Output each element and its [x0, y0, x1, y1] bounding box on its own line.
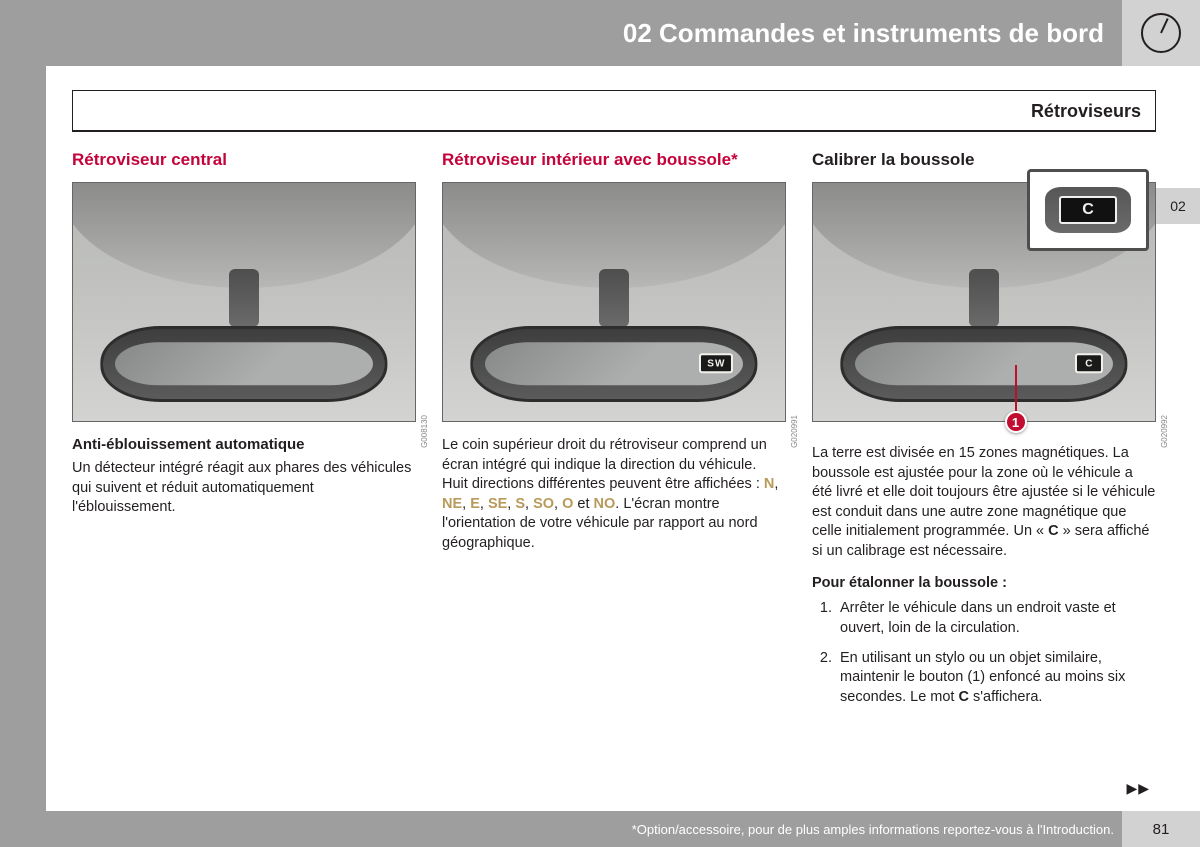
callout-screen: C — [1059, 196, 1117, 224]
callout-mirror-closeup: C — [1045, 187, 1131, 233]
col2-body: Le coin supérieur droit du rétroviseur c… — [442, 436, 786, 553]
mirror-body: C — [840, 326, 1127, 402]
column-2: Rétroviseur intérieur avec boussole* SW … — [442, 150, 786, 717]
content-area: Rétroviseurs Rétroviseur central G008130 — [72, 90, 1156, 717]
col3-subheading: Pour étalonner la boussole : — [812, 575, 1156, 591]
callout-bubble: C — [1027, 169, 1149, 251]
gauge-needle-icon — [1160, 18, 1169, 33]
figure-ref-code: G020992 — [1160, 415, 1169, 448]
col3-body-b: C — [1048, 523, 1058, 539]
mirror-glass — [115, 342, 374, 385]
figure-ref-code: G008130 — [420, 415, 429, 448]
column-3: Calibrer la boussole C — [812, 150, 1156, 717]
manual-page: 02 Commandes et instruments de bord 02 R… — [0, 0, 1200, 847]
compass-display: SW — [699, 354, 733, 374]
compass-display-c: C — [1075, 354, 1103, 374]
col2-figure: SW G020991 — [442, 182, 786, 422]
col3-body: La terre est divisée en 15 zones magnéti… — [812, 444, 1156, 561]
col3-figure: C C 1 G — [812, 182, 1156, 422]
callout-leader-line — [1015, 365, 1017, 411]
col2-heading: Rétroviseur intérieur avec boussole* — [442, 150, 786, 170]
section-title-box: Rétroviseurs — [72, 90, 1156, 132]
left-sidebar — [0, 0, 46, 847]
col1-heading: Rétroviseur central — [72, 150, 416, 170]
col1-subheading: Anti-éblouissement automatique — [72, 436, 416, 453]
mirror-body: SW — [470, 326, 757, 402]
page-number: 81 — [1153, 821, 1170, 838]
mirror-stem — [599, 269, 629, 327]
section-title: Rétroviseurs — [1031, 101, 1141, 121]
column-1: Rétroviseur central G008130 Anti-éblouis… — [72, 150, 416, 717]
mirror-stem — [229, 269, 259, 327]
step-item: En utilisant un stylo ou un objet simila… — [836, 649, 1156, 708]
footer-band: * Option/accessoire, pour de plus amples… — [46, 811, 1200, 847]
three-column-layout: Rétroviseur central G008130 Anti-éblouis… — [72, 150, 1156, 717]
chapter-header: 02 Commandes et instruments de bord — [46, 0, 1200, 66]
mirror-body — [100, 326, 387, 402]
calibration-steps: Arrêter le véhicule dans un endroit vast… — [812, 599, 1156, 707]
gauge-icon — [1141, 13, 1181, 53]
step-item: Arrêter le véhicule dans un endroit vast… — [836, 599, 1156, 638]
figure-ref-code: G020991 — [790, 415, 799, 448]
indicator-number: 1 — [1012, 415, 1019, 430]
col1-body: Un détecteur intégré réagit aux phares d… — [72, 459, 416, 518]
callout-indicator-1: 1 — [1005, 411, 1027, 433]
continue-marker: ▶▶ — [1126, 780, 1150, 797]
mirror-glass: SW — [485, 342, 744, 385]
side-tab: 02 — [1156, 188, 1200, 224]
chapter-icon-box — [1122, 0, 1200, 66]
mirror-glass: C — [855, 342, 1114, 385]
col3-heading: Calibrer la boussole — [812, 150, 1156, 170]
page-number-box: 81 — [1122, 811, 1200, 847]
col2-body-intro: Le coin supérieur droit du rétroviseur c… — [442, 437, 767, 492]
col1-figure: G008130 — [72, 182, 416, 422]
mirror-stem — [969, 269, 999, 327]
side-tab-label: 02 — [1170, 198, 1186, 214]
footnote-text: Option/accessoire, pour de plus amples i… — [637, 822, 1114, 837]
chapter-title: 02 Commandes et instruments de bord — [623, 18, 1104, 49]
